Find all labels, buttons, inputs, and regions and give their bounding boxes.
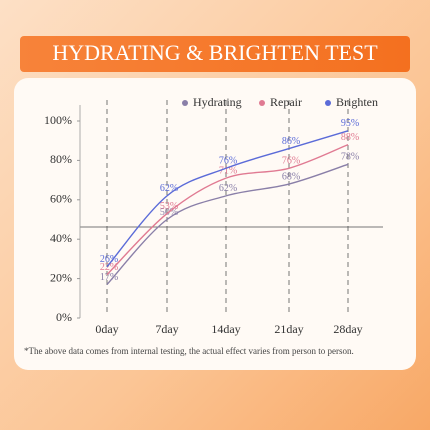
x-tick-label: 7day — [155, 322, 178, 336]
data-label: 26% — [100, 254, 118, 265]
data-label: 76% — [282, 156, 300, 167]
banner — [20, 36, 410, 72]
y-tick-label: 60% — [50, 192, 72, 206]
data-label: 71% — [219, 165, 237, 176]
legend-marker — [325, 100, 331, 106]
data-label: 76% — [219, 156, 237, 167]
series-line — [106, 143, 349, 276]
data-label: 95% — [341, 118, 359, 129]
series-line — [106, 163, 349, 285]
data-label: 68% — [282, 171, 300, 182]
legend-marker — [259, 100, 265, 106]
x-tick-label: 14day — [211, 322, 240, 336]
data-label: 62% — [219, 183, 237, 194]
data-label: 62% — [160, 183, 178, 194]
y-tick-label: 40% — [50, 231, 72, 245]
legend-label: Repair — [270, 95, 302, 109]
x-tick-label: 0day — [95, 322, 118, 336]
data-label: 78% — [341, 152, 359, 163]
x-tick-label: 28day — [333, 322, 362, 336]
chart-title: HYDRATING & BRIGHTEN TEST — [52, 40, 378, 65]
legend-label: Brighten — [336, 95, 378, 109]
data-label: 17% — [100, 272, 118, 283]
footnote: *The above data comes from internal test… — [24, 346, 354, 356]
y-tick-label: 20% — [50, 270, 72, 284]
legend-label: Hydrating — [193, 95, 242, 109]
legend-marker — [182, 100, 188, 106]
y-tick-label: 80% — [50, 152, 72, 166]
data-label: 53% — [160, 201, 178, 212]
series-line — [106, 130, 349, 268]
data-label: 86% — [282, 136, 300, 147]
data-label: 88% — [341, 132, 359, 143]
x-tick-label: 21day — [274, 322, 303, 336]
data-label: 22% — [100, 262, 118, 273]
card — [14, 78, 416, 370]
y-tick-label: 0% — [56, 310, 72, 324]
y-tick-label: 100% — [44, 113, 72, 127]
